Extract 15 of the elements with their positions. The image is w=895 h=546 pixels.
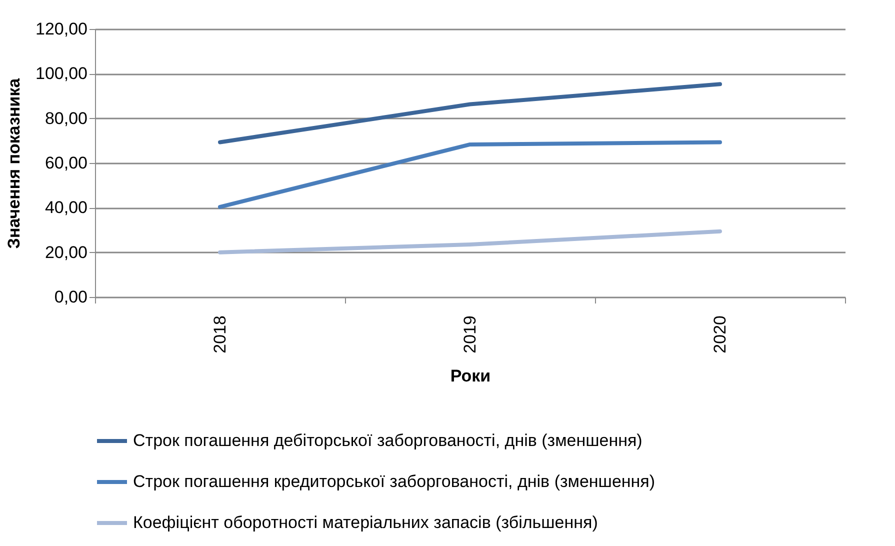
x-axis-title: Роки	[450, 366, 491, 386]
x-tick-label: 2019	[460, 316, 480, 354]
y-tick-label: 120,00	[36, 20, 88, 38]
y-tick-label: 0,00	[54, 288, 88, 306]
y-tick-label: 20,00	[44, 242, 88, 262]
x-tick-label: 2018	[210, 316, 230, 354]
legend-label: Строк погашення кредиторської заборгованості, днів (зменшення)	[133, 472, 656, 491]
y-tick-label: 60,00	[44, 154, 88, 172]
x-tick-label: 2020	[710, 316, 730, 354]
y-tick-label: 100,00	[36, 64, 88, 84]
legend-label: Коефіцієнт оборотності матеріальних запасів (збільшення)	[133, 513, 598, 532]
y-tick-label: 40,00	[44, 198, 88, 218]
y-tick-label: 80,00	[44, 108, 88, 128]
y-axis-title: Значення показника	[4, 78, 24, 249]
legend-label: Строк погашення дебіторської заборгованості, днів (зменшення)	[133, 431, 642, 450]
